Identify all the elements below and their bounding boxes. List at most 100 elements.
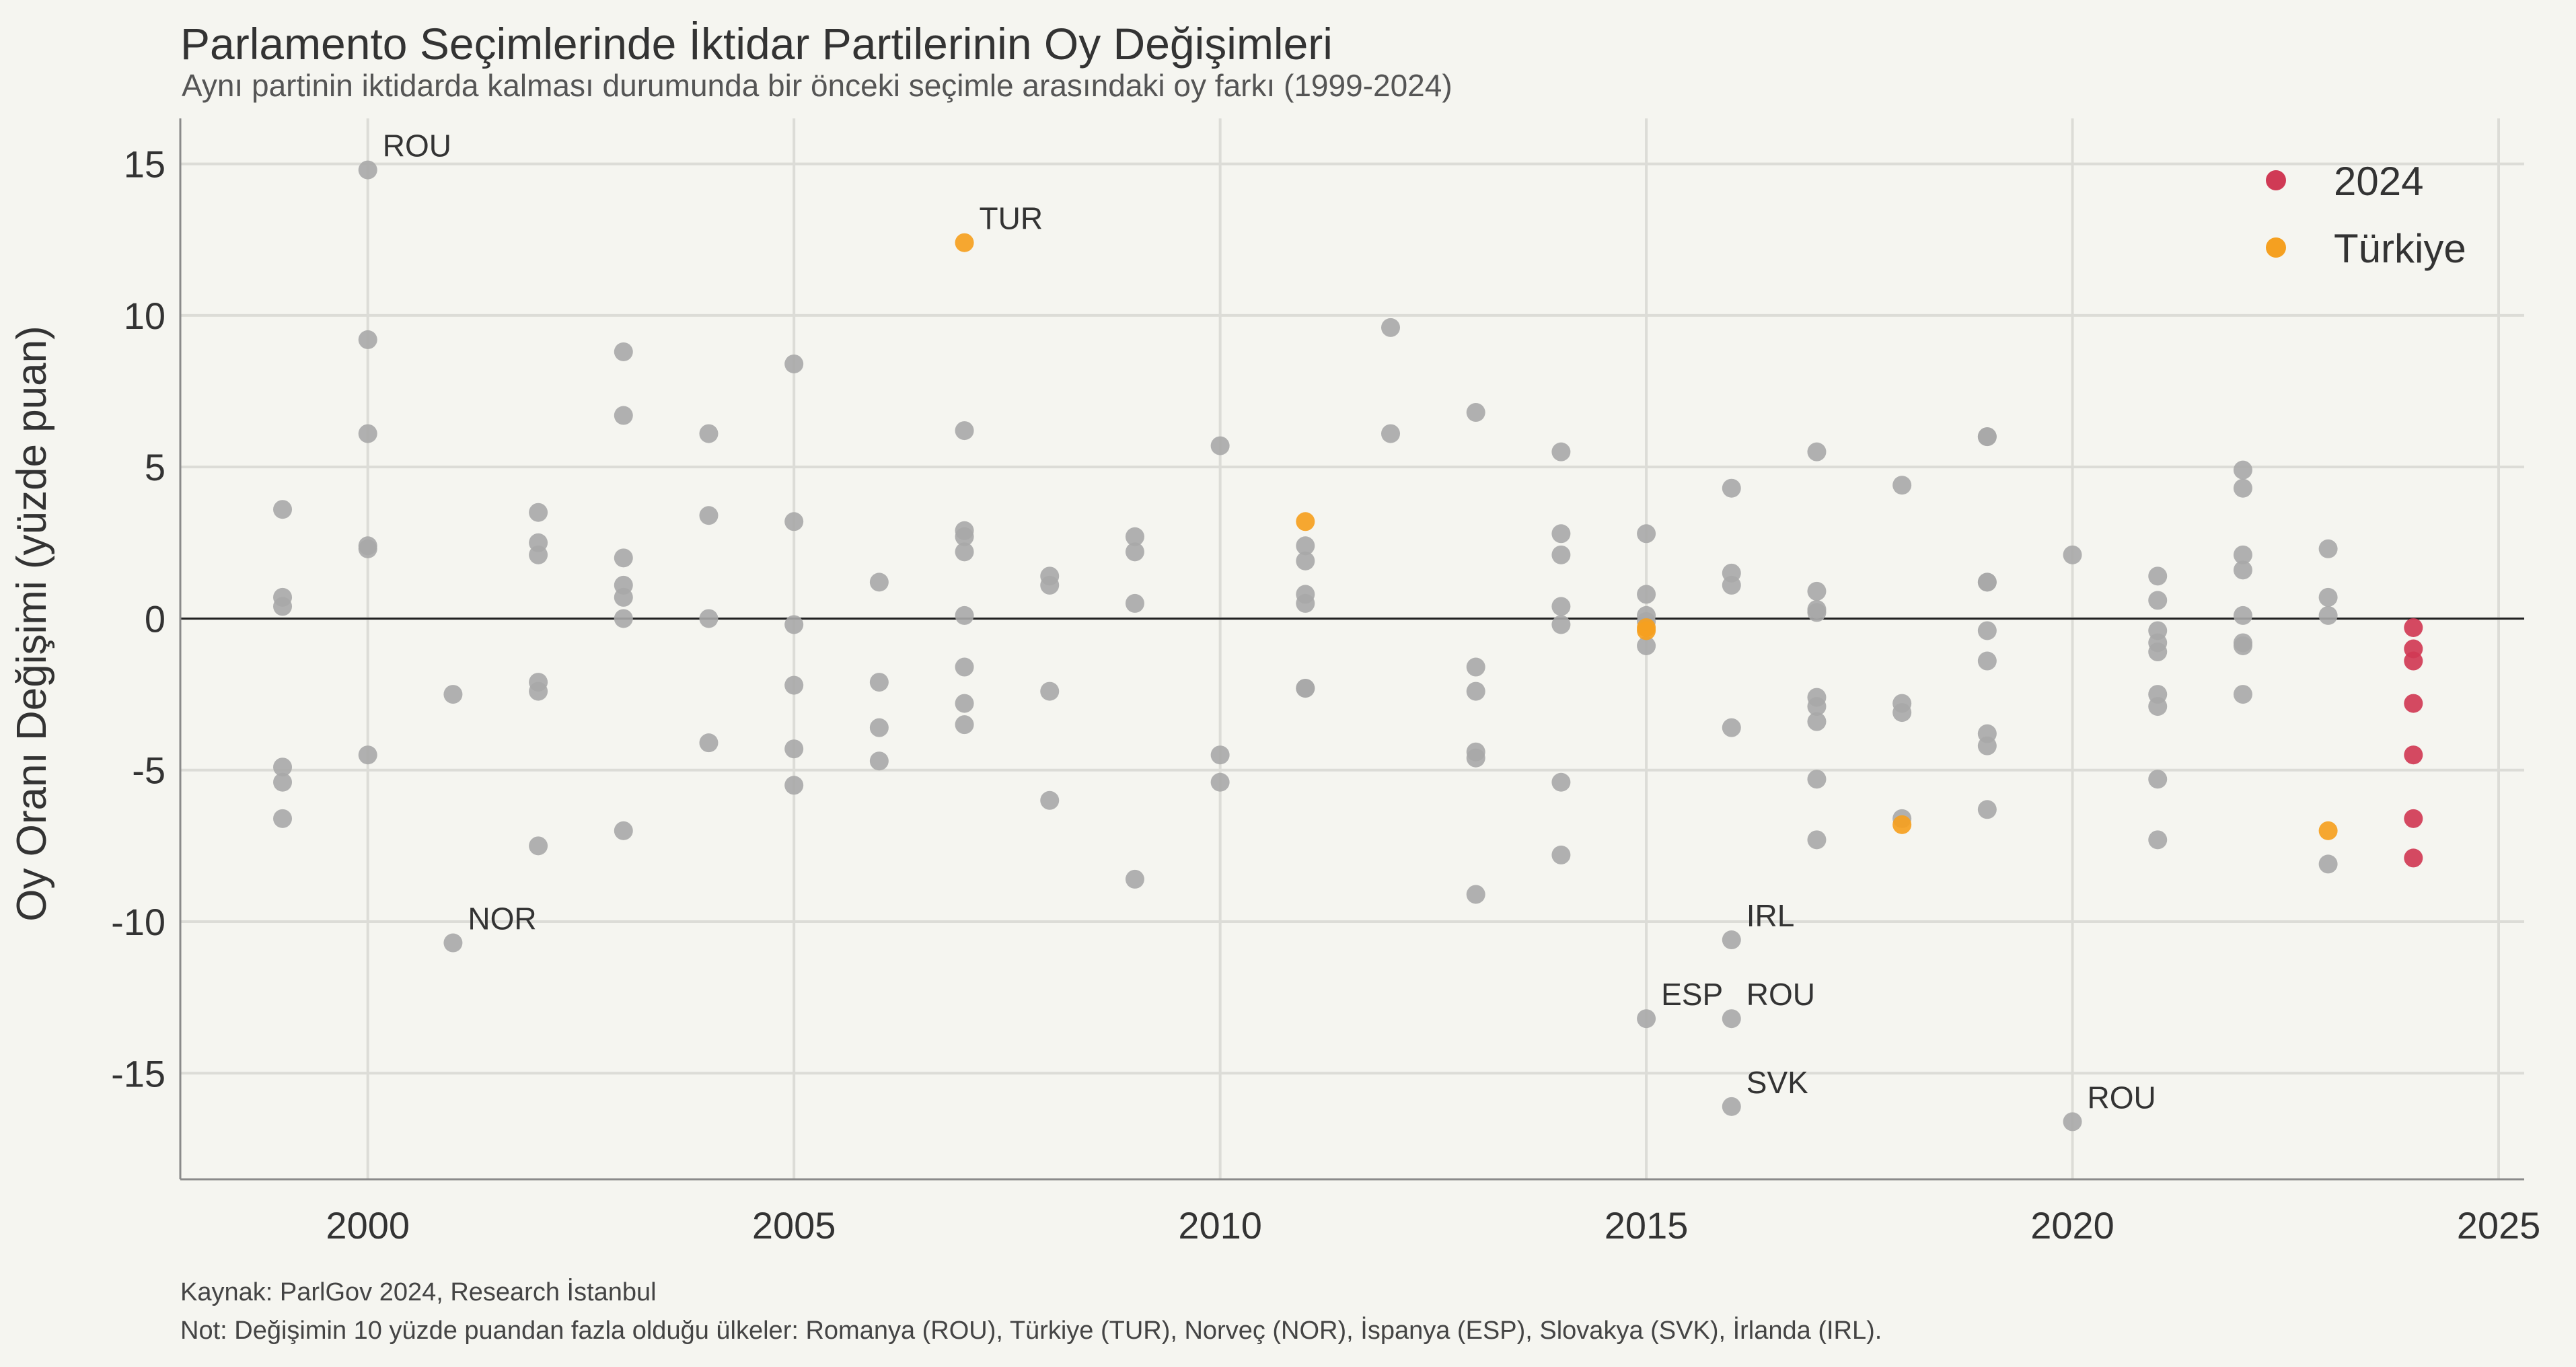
x-tick-label: 2010 [1178,1204,1262,1247]
point-other [2063,1112,2082,1132]
point-other [1466,885,1485,904]
legend-label: 2024 [2334,159,2423,204]
point-other [1466,748,1485,768]
point-other [2233,605,2252,625]
point-y2024 [2404,651,2423,671]
point-other [1722,478,1741,498]
point-other [1296,593,1315,613]
y-axis-label: Oy Oranı Değişimi (yüzde puan) [9,326,55,922]
y-tick-label: 0 [145,597,165,640]
point-other [2148,642,2168,662]
point-other [273,500,293,519]
point-other [614,587,633,607]
data-points [273,160,2423,1132]
point-other [1977,800,1997,819]
annotation-label: ROU [2088,1080,2156,1115]
y-tick-label: -10 [111,901,165,943]
point-other [784,776,804,795]
legend-marker [2266,237,2286,258]
point-other [1722,930,1741,950]
point-other [358,424,377,443]
point-other [1807,697,1827,716]
point-other [2148,591,2168,610]
point-other [273,597,293,616]
annotation-label: TUR [980,201,1043,236]
point-other [1296,536,1315,556]
point-other [1892,703,1912,723]
point-other [1125,542,1144,562]
point-other [1637,636,1656,655]
chart-title: Parlamento Seçimlerinde İktidar Partiler… [180,19,1333,69]
point-other [358,330,377,349]
grid [180,118,2524,1179]
point-other [955,542,974,562]
point-other [1551,524,1571,544]
x-tick-label: 2005 [752,1204,836,1247]
point-other [1892,476,1912,495]
point-other [1551,772,1571,792]
point-other [2233,478,2252,498]
point-other [699,424,719,443]
point-other [443,933,463,953]
point-other [1551,442,1571,461]
point-other [1722,1009,1741,1029]
point-other [273,772,293,792]
point-other [1210,772,1230,792]
point-other [1807,770,1827,789]
x-tick-label: 2020 [2030,1204,2114,1247]
point-other [1296,551,1315,570]
point-other [699,506,719,525]
point-other [869,751,889,771]
point-other [2233,685,2252,704]
point-other [1977,572,1997,592]
point-other [614,548,633,568]
point-turkiye [955,233,974,252]
y-tick-label: -5 [132,749,165,792]
axes: 2000 2005 2010 2015 2020 2025 15 10 5 0 -5 -10 -15 [111,118,2540,1247]
annotation-label: ESP [1661,977,1723,1012]
annotation-label: ROU [383,128,451,163]
point-other [2233,545,2252,564]
point-other [358,160,377,180]
point-other [955,715,974,735]
point-other [955,657,974,677]
point-other [1551,545,1571,564]
point-other [1466,681,1485,701]
point-turkiye [2318,821,2338,840]
point-other [614,406,633,425]
point-other [784,675,804,695]
point-y2024 [2404,848,2423,868]
point-other [1125,593,1144,613]
point-other [1551,597,1571,616]
point-other [1551,845,1571,864]
annotation-label: SVK [1746,1065,1808,1100]
point-other [529,503,548,522]
point-other [1210,745,1230,765]
point-y2024 [2404,618,2423,637]
x-tick-label: 2000 [326,1204,410,1247]
point-other [1807,712,1827,731]
point-other [2318,854,2338,874]
point-other [614,342,633,361]
annotation-label: IRL [1746,898,1795,933]
footer-source: Kaynak: ParlGov 2024, Research İstanbul [180,1278,657,1306]
point-other [869,572,889,592]
point-other [1722,718,1741,737]
y-tick-label: -15 [111,1052,165,1095]
point-other [529,836,548,856]
point-other [358,539,377,558]
legend: 2024 Türkiye [2266,159,2466,271]
point-other [699,609,719,628]
point-other [2318,587,2338,607]
point-other [784,615,804,634]
annotation-label: ROU [1746,977,1815,1012]
point-other [1296,679,1315,698]
point-other [2233,460,2252,480]
point-other [955,694,974,713]
x-tick-label: 2015 [1605,1204,1689,1247]
point-turkiye [1296,512,1315,531]
point-other [2148,697,2168,716]
point-other [2233,636,2252,655]
y-tick-label: 10 [124,295,165,337]
